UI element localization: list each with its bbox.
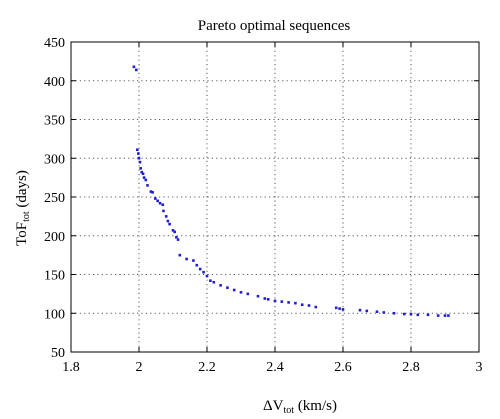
x-axis-label-sub: tot bbox=[284, 405, 295, 416]
y-tick-labels: 50 100 150 200 250 300 350 400 450 bbox=[44, 36, 65, 361]
data-point bbox=[436, 314, 440, 317]
data-point bbox=[392, 311, 396, 315]
data-point bbox=[195, 263, 199, 267]
data-point bbox=[294, 301, 297, 305]
x-axis-label: ΔVtot (km/s) bbox=[263, 398, 337, 416]
data-point bbox=[140, 170, 144, 174]
data-point bbox=[156, 199, 159, 203]
data-point bbox=[198, 267, 202, 271]
data-point bbox=[178, 253, 182, 257]
data-point bbox=[139, 167, 142, 170]
y-axis-label-sub: tot bbox=[21, 211, 32, 222]
data-point bbox=[205, 274, 209, 278]
x-tick-labels: 1.8 2 2.2 2.4 2.6 2.8 3 bbox=[62, 360, 482, 375]
y-tick-label: 350 bbox=[44, 114, 65, 129]
x-tick-label: 2.2 bbox=[198, 360, 216, 375]
x-tick-label: 3 bbox=[476, 360, 483, 375]
data-point bbox=[287, 301, 290, 304]
y-axis-label-main: ToF bbox=[14, 222, 30, 246]
data-points bbox=[132, 65, 450, 317]
data-point bbox=[141, 172, 145, 176]
data-point bbox=[168, 222, 171, 226]
data-point bbox=[154, 197, 157, 200]
grid-lines bbox=[71, 42, 479, 352]
x-tick-label: 2.8 bbox=[402, 360, 420, 375]
data-point bbox=[334, 306, 338, 310]
data-point bbox=[256, 294, 260, 298]
data-point bbox=[202, 270, 205, 274]
data-point bbox=[161, 203, 165, 207]
y-axis-label: ToFtot (days) bbox=[14, 170, 32, 246]
y-tick-label: 300 bbox=[44, 152, 65, 167]
data-point bbox=[162, 209, 165, 213]
data-point bbox=[149, 190, 153, 193]
data-point bbox=[137, 152, 140, 155]
data-point bbox=[142, 176, 146, 179]
data-point bbox=[209, 279, 212, 282]
data-point bbox=[219, 284, 222, 287]
data-point bbox=[300, 303, 304, 307]
y-tick-label: 200 bbox=[44, 230, 65, 245]
data-point bbox=[151, 191, 154, 194]
x-axis-label-unit: (km/s) bbox=[294, 398, 337, 414]
data-point bbox=[166, 219, 170, 223]
data-point bbox=[134, 68, 138, 72]
data-point bbox=[443, 314, 447, 317]
data-point bbox=[365, 309, 369, 313]
data-point bbox=[132, 65, 136, 69]
x-tick-label: 2.6 bbox=[334, 360, 352, 375]
y-tick-label: 250 bbox=[44, 191, 65, 206]
data-point bbox=[314, 305, 318, 309]
y-tick-label: 100 bbox=[44, 307, 65, 322]
data-point bbox=[173, 230, 176, 234]
x-tick-label: 1.8 bbox=[62, 360, 80, 375]
data-point bbox=[144, 178, 148, 182]
data-point bbox=[176, 238, 180, 241]
data-point bbox=[136, 148, 139, 152]
x-tick-label: 2 bbox=[136, 360, 143, 375]
data-point bbox=[358, 308, 362, 312]
x-axis-label-main: ΔV bbox=[263, 398, 284, 414]
data-point bbox=[382, 311, 386, 314]
data-point bbox=[409, 312, 413, 316]
data-point bbox=[171, 229, 175, 232]
data-point bbox=[307, 304, 311, 307]
data-point bbox=[137, 156, 141, 160]
data-point bbox=[138, 160, 142, 164]
plot-frame bbox=[70, 41, 480, 353]
x-tick-label: 2.4 bbox=[266, 360, 284, 375]
y-tick-label: 50 bbox=[51, 346, 65, 361]
data-point bbox=[164, 215, 168, 218]
data-point bbox=[273, 299, 277, 303]
data-point bbox=[280, 300, 284, 303]
data-point bbox=[175, 236, 178, 239]
data-point bbox=[246, 292, 250, 296]
data-point bbox=[402, 312, 406, 316]
data-point bbox=[447, 314, 450, 317]
chart-title: Pareto optimal sequences bbox=[198, 18, 351, 34]
data-point bbox=[232, 288, 236, 292]
y-tick-label: 450 bbox=[44, 36, 65, 51]
y-axis-label-unit: (days) bbox=[14, 170, 30, 211]
data-point bbox=[338, 307, 341, 310]
data-point bbox=[212, 280, 216, 284]
data-point bbox=[263, 297, 267, 300]
data-point bbox=[185, 257, 188, 261]
data-point bbox=[192, 259, 195, 262]
data-point bbox=[375, 310, 379, 313]
data-point bbox=[158, 201, 162, 205]
y-tick-label: 150 bbox=[44, 269, 65, 284]
data-point bbox=[426, 313, 430, 317]
data-point bbox=[146, 184, 149, 187]
data-point bbox=[266, 298, 270, 301]
data-point bbox=[341, 308, 345, 311]
y-tick-label: 400 bbox=[44, 75, 65, 90]
data-point bbox=[239, 291, 243, 294]
data-point bbox=[416, 313, 420, 317]
data-point bbox=[226, 286, 229, 289]
